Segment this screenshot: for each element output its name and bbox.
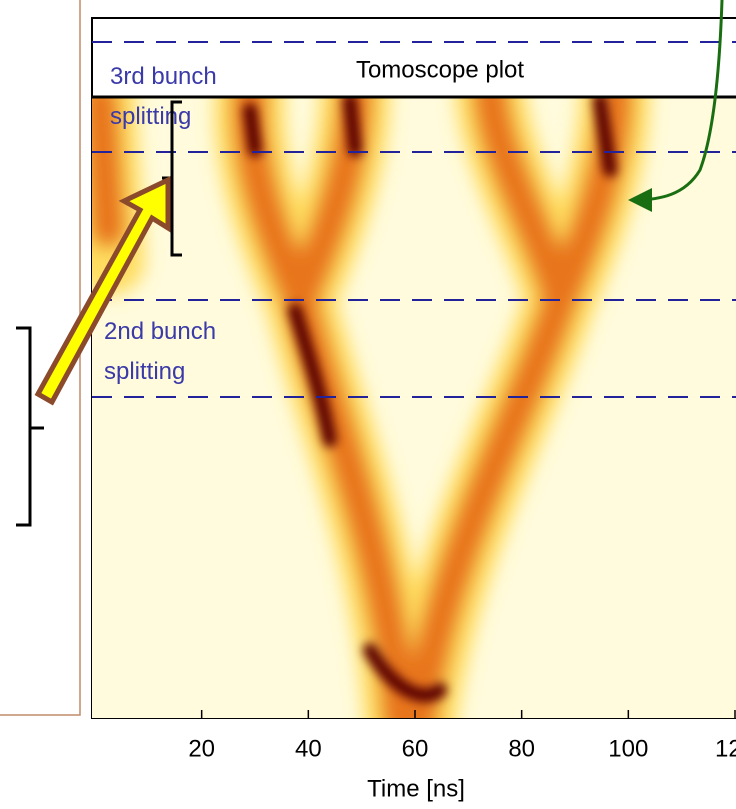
annotation: 2nd bunch splitting (104, 318, 216, 385)
chart-title: Tomoscope plot (356, 56, 524, 83)
panel-border (0, 0, 81, 716)
x-tick-label: 20 (188, 735, 215, 762)
x-tick-label: 120 (715, 735, 736, 762)
x-tick-label: 60 (402, 735, 429, 762)
annotation: 3rd bunch splitting (110, 63, 217, 130)
x-tick-label: 100 (608, 735, 648, 762)
bracket (16, 326, 44, 527)
heatmap (92, 97, 736, 718)
x-axis-label: Time [ns] (367, 775, 465, 802)
x-tick-label: 40 (295, 735, 322, 762)
arrow (34, 176, 171, 406)
arrow (628, 0, 724, 212)
dashed-guides (92, 41, 736, 398)
x-tick-label: 80 (508, 735, 535, 762)
